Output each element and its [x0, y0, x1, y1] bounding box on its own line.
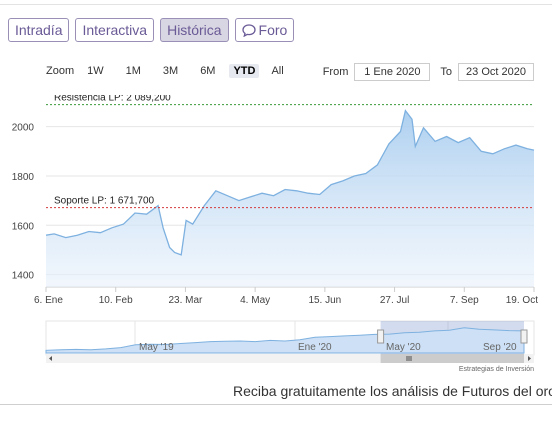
- to-label: To: [440, 66, 452, 78]
- y-tick-label: 2000: [12, 123, 35, 134]
- navigator-label: Sep '20: [483, 342, 517, 353]
- x-tick-label: 15. Jun: [308, 295, 341, 306]
- view-tabs: Intradía Interactiva Histórica Foro: [8, 18, 295, 42]
- tab-label: Histórica: [167, 22, 222, 38]
- tab-label: Interactiva: [82, 22, 148, 38]
- navigator[interactable]: May '19 Ene '20 May '20 Sep '20: [45, 320, 535, 356]
- price-line: [45, 109, 535, 256]
- y-tick-label: 1400: [12, 271, 35, 282]
- scroll-left-arrow-icon[interactable]: [49, 356, 52, 361]
- x-tick-label: 4. May: [240, 295, 270, 306]
- navigator-label: May '20: [386, 342, 421, 353]
- scroll-right-arrow-icon[interactable]: [528, 356, 531, 361]
- zoom-1m-button[interactable]: 1M: [125, 65, 141, 77]
- price-series: [45, 109, 535, 287]
- zoom-6m-button[interactable]: 6M: [200, 65, 216, 77]
- tab-label: Foro: [258, 22, 288, 38]
- tab-foro[interactable]: Foro: [234, 18, 295, 42]
- tab-historica[interactable]: Histórica: [160, 18, 229, 42]
- y-tick-label: 1600: [12, 221, 35, 232]
- zoom-ytd-button[interactable]: YTD: [229, 64, 260, 78]
- x-tick-label: 6. Ene: [34, 295, 63, 306]
- x-axis: 6. Ene 10. Feb 23. Mar 4. May 15. Jun 27. Jul…: [34, 287, 538, 306]
- support-label: Soporte LP: 1 671,700: [54, 196, 155, 207]
- x-tick-label: 7. Sep: [450, 295, 479, 306]
- promo-text: Reciba gratuitamente los análisis de Fut…: [233, 383, 552, 399]
- scrollbar-track[interactable]: [46, 354, 534, 363]
- y-tick-label: 1800: [12, 172, 35, 183]
- zoom-all-button[interactable]: All: [271, 65, 284, 77]
- x-tick-label: 19. Oct: [506, 295, 538, 306]
- navigator-label: May '19: [139, 342, 174, 353]
- from-date-input[interactable]: 1 Ene 2020: [354, 63, 431, 81]
- y-axis: 1400 1600 1800 2000: [12, 123, 35, 282]
- level-lines: Resistencia LP: 2 089,200 Soporte LP: 1 …: [46, 95, 534, 209]
- to-date-input[interactable]: 23 Oct 2020: [458, 63, 534, 81]
- tab-label: Intradía: [15, 22, 63, 38]
- x-tick-label: 23. Mar: [168, 295, 203, 306]
- zoom-3m-button[interactable]: 3M: [162, 65, 179, 77]
- scrollbar[interactable]: [46, 354, 534, 363]
- navigator-series: [45, 327, 525, 354]
- zoom-label: Zoom: [46, 65, 75, 77]
- chat-bubble-icon: [241, 23, 256, 37]
- price-chart[interactable]: Resistencia LP: 2 089,200 Soporte LP: 1 …: [0, 95, 552, 395]
- date-range: From 1 Ene 2020 To 23 Oct 2020: [323, 63, 534, 81]
- credit-text: Estrategias de Inversión: [459, 366, 534, 373]
- scroll-grip-icon: [406, 356, 412, 361]
- navigator-handle-right[interactable]: [520, 329, 528, 344]
- navigator-handle-left[interactable]: [377, 329, 385, 344]
- x-tick-label: 10. Feb: [99, 295, 133, 306]
- bottom-divider: [0, 404, 552, 405]
- zoom-1w-button[interactable]: 1W: [87, 65, 104, 77]
- navigator-label: Ene '20: [298, 342, 332, 353]
- top-divider: [0, 4, 552, 5]
- resistance-label: Resistencia LP: 2 089,200: [54, 95, 171, 104]
- x-tick-label: 27. Jul: [380, 295, 409, 306]
- tab-intradia[interactable]: Intradía: [8, 18, 70, 42]
- zoom-selector: Zoom 1W 1M 3M 6M YTD All: [46, 64, 288, 78]
- tab-interactiva[interactable]: Interactiva: [75, 18, 155, 42]
- scrollbar-thumb[interactable]: [380, 354, 524, 363]
- from-label: From: [322, 66, 349, 78]
